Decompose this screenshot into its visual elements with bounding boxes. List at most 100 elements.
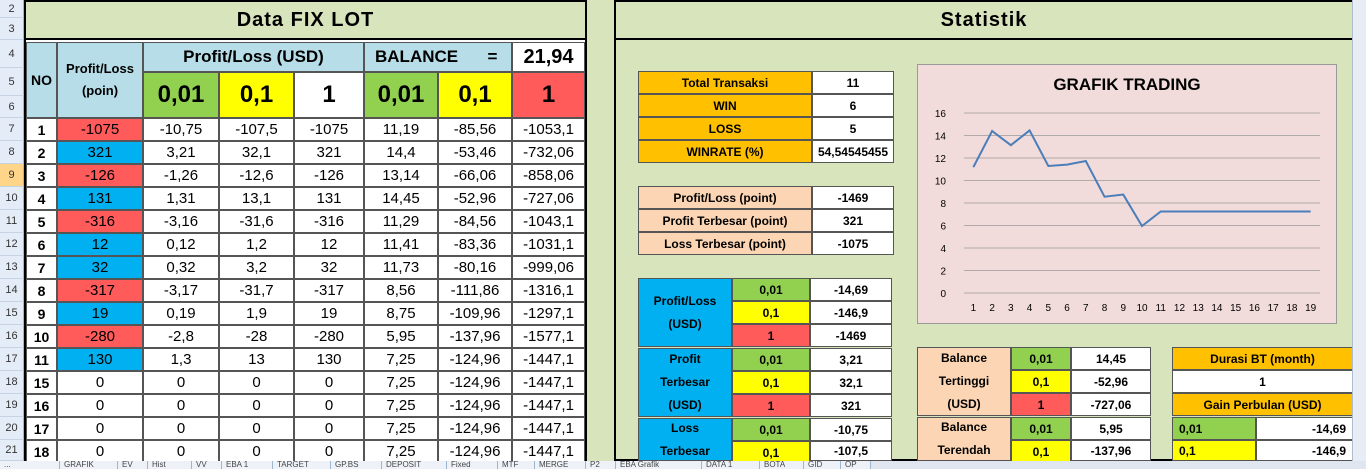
fix-lot-cell-b3[interactable]: -1043,1 bbox=[512, 210, 585, 233]
lot-header-bal-3[interactable]: 0,01 bbox=[364, 72, 438, 118]
fix-lot-cell-poin[interactable]: 19 bbox=[57, 302, 143, 325]
fix-lot-cell-p1[interactable]: 1,3 bbox=[143, 348, 219, 371]
balance-group-lot[interactable]: 1 bbox=[1011, 393, 1071, 416]
fix-lot-cell-poin[interactable]: -316 bbox=[57, 210, 143, 233]
fix-lot-cell-b1[interactable]: 8,75 bbox=[364, 302, 438, 325]
row-header[interactable]: 17 bbox=[0, 348, 24, 371]
fix-lot-cell-p2[interactable]: 1,9 bbox=[219, 302, 294, 325]
fix-lot-cell-b1[interactable]: 11,41 bbox=[364, 233, 438, 256]
summary-label[interactable]: WINRATE (%) bbox=[638, 140, 812, 163]
row-header[interactable]: 7 bbox=[0, 118, 24, 141]
summary-label[interactable]: LOSS bbox=[638, 117, 812, 140]
sheet-tab[interactable]: MERGE bbox=[535, 461, 586, 469]
fix-lot-cell-p1[interactable]: 3,21 bbox=[143, 141, 219, 164]
usd-group-lot[interactable]: 0,01 bbox=[732, 278, 810, 301]
fix-lot-cell-poin[interactable]: 32 bbox=[57, 256, 143, 279]
fix-lot-cell-p1[interactable]: 1,31 bbox=[143, 187, 219, 210]
points-label[interactable]: Profit Terbesar (point) bbox=[638, 209, 812, 232]
sheet-tab[interactable]: GRAFIK bbox=[60, 461, 118, 469]
fix-lot-cell-b1[interactable]: 7,25 bbox=[364, 394, 438, 417]
fix-lot-cell-b1[interactable]: 7,25 bbox=[364, 348, 438, 371]
gain-lot[interactable]: 0,1 bbox=[1172, 440, 1256, 461]
points-label[interactable]: Profit/Loss (point) bbox=[638, 186, 812, 209]
fix-lot-cell-poin[interactable]: 321 bbox=[57, 141, 143, 164]
fix-lot-cell-poin[interactable]: 0 bbox=[57, 371, 143, 394]
fix-lot-cell-b3[interactable]: -1297,1 bbox=[512, 302, 585, 325]
fix-lot-cell-p3[interactable]: 0 bbox=[294, 417, 364, 440]
usd-group-value[interactable]: -146,9 bbox=[810, 301, 892, 324]
usd-group-lot[interactable]: 0,01 bbox=[732, 348, 810, 371]
fix-lot-cell-poin[interactable]: -126 bbox=[57, 164, 143, 187]
summary-value[interactable]: 54,54545455 bbox=[812, 140, 894, 163]
fix-lot-cell-b3[interactable]: -1447,1 bbox=[512, 440, 585, 463]
fix-lot-cell-p2[interactable]: 0 bbox=[219, 440, 294, 463]
fix-lot-cell-p1[interactable]: -10,75 bbox=[143, 118, 219, 141]
fix-lot-cell-b3[interactable]: -1447,1 bbox=[512, 394, 585, 417]
fix-lot-cell-p2[interactable]: -12,6 bbox=[219, 164, 294, 187]
balance-group-value[interactable]: 5,95 bbox=[1071, 417, 1151, 440]
fix-lot-cell-b2[interactable]: -80,16 bbox=[438, 256, 512, 279]
fix-lot-cell-b1[interactable]: 7,25 bbox=[364, 417, 438, 440]
sheet-tab[interactable]: DEPOSIT bbox=[382, 461, 447, 469]
sheet-tab[interactable]: GP.BS bbox=[331, 461, 382, 469]
fix-lot-cell-b3[interactable]: -1577,1 bbox=[512, 325, 585, 348]
fix-lot-cell-p3[interactable]: 32 bbox=[294, 256, 364, 279]
fix-lot-cell-poin[interactable]: 0 bbox=[57, 440, 143, 463]
balance-group-value[interactable]: -52,96 bbox=[1071, 370, 1151, 393]
row-header[interactable]: 13 bbox=[0, 256, 24, 279]
fix-lot-cell-b1[interactable]: 5,95 bbox=[364, 325, 438, 348]
balance-group-value[interactable]: -137,96 bbox=[1071, 440, 1151, 461]
row-header[interactable]: 21 bbox=[0, 440, 24, 461]
fix-lot-cell-b2[interactable]: -137,96 bbox=[438, 325, 512, 348]
fix-lot-cell-no[interactable]: 10 bbox=[26, 325, 57, 348]
balance-value[interactable]: 21,94 bbox=[512, 42, 585, 72]
fix-lot-cell-poin[interactable]: -280 bbox=[57, 325, 143, 348]
fix-lot-cell-no[interactable]: 11 bbox=[26, 348, 57, 371]
fix-lot-cell-b1[interactable]: 13,14 bbox=[364, 164, 438, 187]
balance-label[interactable]: BALANCE bbox=[364, 42, 478, 72]
sheet-tab[interactable]: P2 bbox=[586, 461, 616, 469]
fix-lot-cell-p2[interactable]: 0 bbox=[219, 371, 294, 394]
fix-lot-cell-b2[interactable]: -109,96 bbox=[438, 302, 512, 325]
durasi-value[interactable]: 1 bbox=[1172, 370, 1352, 393]
row-header[interactable]: 16 bbox=[0, 325, 24, 348]
fix-lot-cell-no[interactable]: 7 bbox=[26, 256, 57, 279]
fix-lot-cell-b2[interactable]: -53,46 bbox=[438, 141, 512, 164]
summary-value[interactable]: 6 bbox=[812, 94, 894, 117]
fix-lot-cell-no[interactable]: 4 bbox=[26, 187, 57, 210]
fix-lot-cell-p1[interactable]: -3,17 bbox=[143, 279, 219, 302]
usd-group-lot[interactable]: 1 bbox=[732, 394, 810, 417]
row-header[interactable]: 12 bbox=[0, 233, 24, 256]
fix-lot-cell-p2[interactable]: 1,2 bbox=[219, 233, 294, 256]
fix-lot-cell-poin[interactable]: 12 bbox=[57, 233, 143, 256]
fix-lot-cell-no[interactable]: 16 bbox=[26, 394, 57, 417]
fix-lot-cell-b1[interactable]: 11,19 bbox=[364, 118, 438, 141]
fix-lot-cell-poin[interactable]: -317 bbox=[57, 279, 143, 302]
fix-lot-cell-p2[interactable]: 13,1 bbox=[219, 187, 294, 210]
summary-value[interactable]: 5 bbox=[812, 117, 894, 140]
lot-header-pl-0[interactable]: 0,01 bbox=[143, 72, 219, 118]
usd-group-value[interactable]: -10,75 bbox=[810, 418, 892, 441]
fix-lot-cell-b2[interactable]: -84,56 bbox=[438, 210, 512, 233]
fix-lot-cell-p3[interactable]: 0 bbox=[294, 440, 364, 463]
fix-lot-cell-p3[interactable]: 12 bbox=[294, 233, 364, 256]
summary-label[interactable]: WIN bbox=[638, 94, 812, 117]
fix-lot-cell-b1[interactable]: 14,45 bbox=[364, 187, 438, 210]
fix-lot-cell-p2[interactable]: 32,1 bbox=[219, 141, 294, 164]
fix-lot-cell-b3[interactable]: -1053,1 bbox=[512, 118, 585, 141]
points-label[interactable]: Loss Terbesar (point) bbox=[638, 232, 812, 255]
fix-lot-cell-p3[interactable]: -1075 bbox=[294, 118, 364, 141]
fix-lot-cell-b1[interactable]: 7,25 bbox=[364, 440, 438, 463]
fix-lot-cell-p3[interactable]: 19 bbox=[294, 302, 364, 325]
fix-lot-cell-b3[interactable]: -727,06 bbox=[512, 187, 585, 210]
fix-lot-cell-p3[interactable]: 131 bbox=[294, 187, 364, 210]
usd-group-lot[interactable]: 0,1 bbox=[732, 301, 810, 324]
gain-label[interactable]: Gain Perbulan (USD) bbox=[1172, 393, 1352, 416]
fix-lot-cell-p2[interactable]: -31,6 bbox=[219, 210, 294, 233]
fix-lot-cell-no[interactable]: 6 bbox=[26, 233, 57, 256]
row-header[interactable]: 4 bbox=[0, 40, 24, 68]
gain-lot[interactable]: 0,01 bbox=[1172, 417, 1256, 440]
fix-lot-cell-b2[interactable]: -124,96 bbox=[438, 440, 512, 463]
fix-lot-cell-p3[interactable]: -316 bbox=[294, 210, 364, 233]
fix-lot-cell-p2[interactable]: 3,2 bbox=[219, 256, 294, 279]
